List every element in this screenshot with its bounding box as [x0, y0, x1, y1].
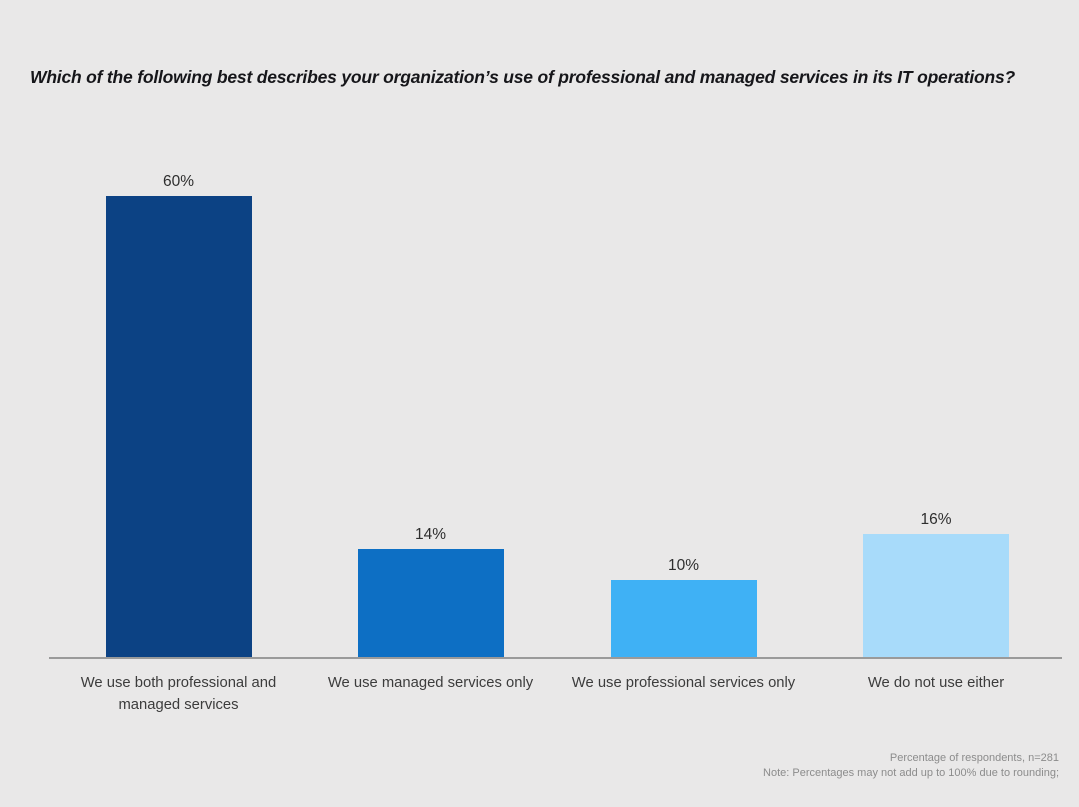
value-label-1: 60%	[162, 173, 195, 190]
bar-2	[358, 549, 504, 657]
value-label-2: 14%	[414, 526, 447, 543]
bar-3	[611, 580, 757, 657]
footer-note: Percentage of respondents, n=281 Note: P…	[763, 751, 1059, 781]
bar-1	[106, 196, 252, 657]
value-label-3: 10%	[667, 557, 700, 574]
footer-line-respondents: Percentage of respondents, n=281	[889, 752, 1059, 764]
value-label-4: 16%	[920, 511, 952, 528]
bar-4	[863, 534, 1009, 657]
category-label-1: We use both professional and managed ser…	[80, 675, 277, 713]
x-axis-line	[49, 657, 1062, 659]
footer-line-rounding: Note: Percentages may not add up to 100%…	[763, 767, 1059, 779]
page-title: Which of the following best describes yo…	[30, 66, 1016, 87]
category-label-3: We use professional services only	[571, 675, 796, 691]
category-label-4: We do not use either	[867, 675, 1005, 691]
category-label-2: We use managed services only	[327, 675, 534, 691]
